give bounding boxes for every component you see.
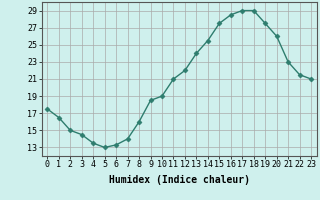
- X-axis label: Humidex (Indice chaleur): Humidex (Indice chaleur): [109, 175, 250, 185]
